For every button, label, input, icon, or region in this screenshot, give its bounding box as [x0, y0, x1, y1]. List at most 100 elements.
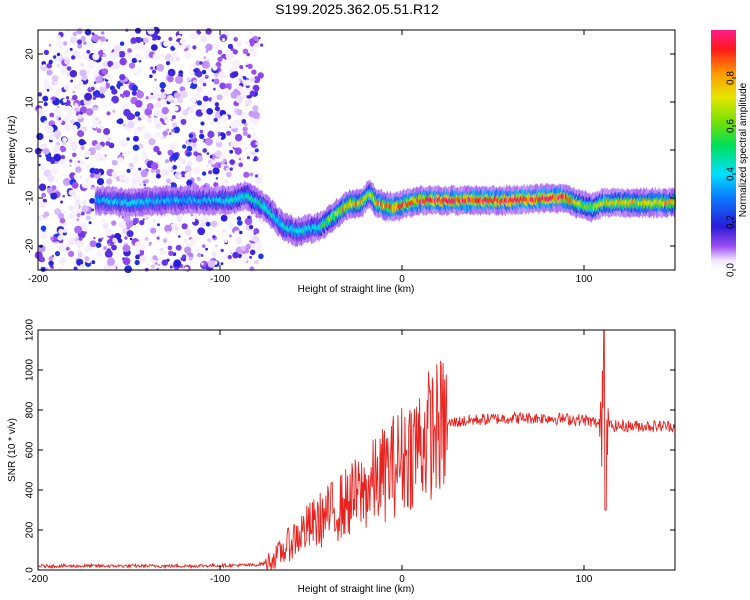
noise-blob	[155, 169, 161, 174]
noise-blob	[132, 144, 140, 151]
noise-blob	[58, 212, 65, 219]
noise-blob	[188, 256, 193, 261]
noise-blob	[57, 163, 61, 167]
noise-blob	[94, 152, 103, 161]
noise-blob	[156, 236, 160, 240]
y-tick-label: 200	[25, 521, 36, 538]
noise-blob	[155, 173, 161, 179]
noise-blob	[59, 120, 63, 124]
noise-blob	[66, 244, 70, 247]
noise-blob	[164, 224, 173, 233]
noise-blob	[168, 250, 174, 256]
noise-blob	[244, 88, 251, 96]
noise-blob	[202, 82, 207, 87]
spectrogram-xlabel: Height of straight line (km)	[298, 284, 415, 295]
noise-blob	[196, 92, 201, 98]
noise-blob	[133, 154, 140, 161]
noise-blob	[100, 125, 105, 130]
noise-blob	[189, 238, 197, 247]
noise-blob	[214, 106, 220, 112]
noise-blob	[173, 41, 180, 49]
noise-blob	[50, 236, 54, 241]
noise-blob	[62, 98, 67, 103]
noise-blob	[69, 47, 73, 51]
noise-blob	[199, 215, 208, 223]
noise-blob	[68, 237, 76, 245]
colorbar-label: Normalized spectral amplitude	[738, 82, 749, 217]
noise-blob	[135, 100, 143, 108]
colorbar-gradient	[711, 30, 736, 270]
spectrogram-x-ticks: -200 -100 0 100	[28, 30, 593, 285]
noise-blob	[70, 79, 74, 83]
noise-blob	[150, 227, 157, 234]
noise-blob	[123, 108, 131, 117]
noise-blob	[207, 130, 215, 139]
noise-blob	[91, 32, 95, 36]
noise-blob	[253, 42, 260, 49]
noise-blob	[64, 49, 69, 54]
snr-xlabel: Height of straight line (km)	[298, 584, 415, 595]
noise-blob	[58, 228, 64, 235]
noise-blob	[70, 141, 78, 149]
y-tick-label: 800	[25, 401, 36, 418]
noise-blob	[107, 137, 111, 141]
noise-blob	[79, 264, 84, 269]
noise-blob	[214, 102, 220, 107]
noise-blob	[102, 222, 109, 229]
noise-blob	[133, 118, 138, 123]
noise-blob	[69, 70, 78, 78]
noise-blob	[169, 56, 175, 62]
noise-blob	[239, 65, 244, 69]
noise-blob	[234, 147, 242, 155]
noise-blob	[95, 117, 99, 121]
noise-blob	[131, 85, 138, 92]
noise-blob	[101, 31, 105, 35]
noise-blob	[37, 178, 41, 182]
noise-blob	[179, 86, 186, 92]
noise-blob	[175, 56, 181, 62]
noise-blob	[191, 218, 196, 223]
noise-blob	[218, 135, 222, 139]
noise-blob	[111, 171, 118, 177]
noise-blob	[38, 183, 47, 191]
noise-blob	[227, 50, 231, 55]
noise-blob	[128, 150, 132, 154]
noise-blob	[166, 230, 170, 235]
noise-blob	[46, 88, 50, 92]
noise-blob	[77, 252, 83, 258]
noise-blob	[142, 180, 146, 184]
noise-blob	[172, 122, 178, 128]
noise-blob	[216, 121, 221, 125]
noise-blob	[150, 92, 154, 96]
noise-blob	[143, 183, 147, 187]
noise-blob	[129, 237, 133, 241]
noise-blob	[173, 126, 181, 134]
noise-blob	[117, 80, 120, 84]
noise-blob	[175, 76, 183, 84]
noise-blob	[140, 169, 148, 178]
noise-blob	[97, 64, 103, 70]
noise-blob	[101, 218, 106, 222]
spectrogram-plot-area	[38, 30, 675, 270]
noise-blob	[244, 217, 253, 226]
noise-blob	[69, 159, 73, 163]
noise-blob	[238, 162, 244, 168]
noise-blob	[226, 130, 232, 136]
noise-blob	[72, 94, 78, 101]
noise-blob	[252, 84, 260, 92]
colorbar-tick-label: 0.4	[726, 167, 737, 181]
noise-blob	[215, 137, 222, 143]
noise-blob	[51, 185, 57, 191]
noise-blob	[135, 36, 142, 44]
noise-blob	[157, 259, 163, 265]
noise-blob	[68, 250, 75, 257]
noise-blob	[152, 52, 161, 61]
noise-blob	[200, 223, 205, 228]
noise-blob	[132, 217, 139, 225]
noise-blob	[183, 238, 188, 243]
noise-blob	[62, 194, 65, 198]
noise-blob	[249, 225, 254, 230]
noise-blob	[184, 50, 192, 58]
noise-blob	[201, 171, 207, 176]
